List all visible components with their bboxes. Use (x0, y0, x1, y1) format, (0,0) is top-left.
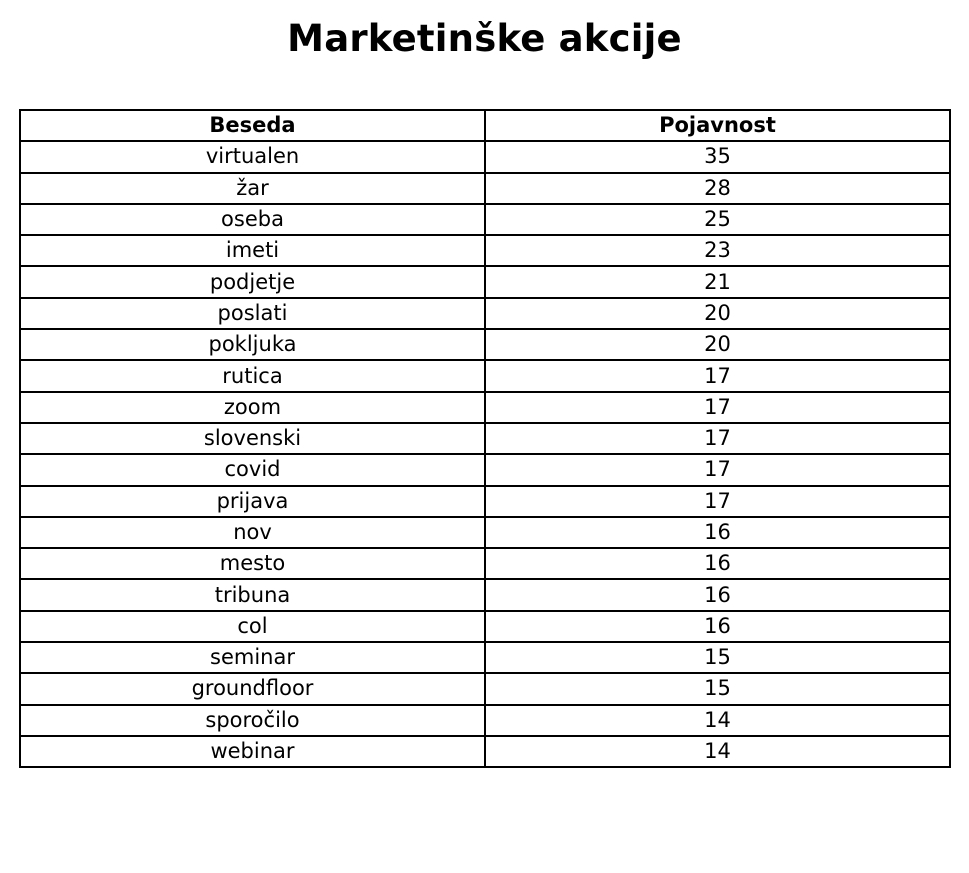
table-row: žar 28 (19, 171, 951, 205)
cell-frequency: 20 (484, 296, 951, 331)
table-row: oseba 25 (19, 202, 951, 237)
cell-frequency: 15 (484, 641, 951, 675)
cell-word: podjetje (19, 265, 486, 299)
cell-frequency: 25 (484, 202, 951, 237)
cell-frequency: 28 (484, 171, 951, 205)
cell-frequency: 15 (484, 672, 951, 706)
cell-frequency: 16 (484, 578, 951, 612)
word-frequency-table: Beseda Pojavnost virtualen 35 žar 28 oseba 25… (19, 108, 951, 769)
table-row: webinar 14 (19, 734, 951, 769)
cell-word: webinar (19, 734, 486, 769)
cell-frequency: 17 (484, 390, 951, 424)
column-header-frequency: Pojavnost (484, 108, 951, 143)
cell-frequency: 35 (484, 140, 951, 174)
cell-word: pokljuka (19, 328, 486, 362)
table-header-row: Beseda Pojavnost (19, 108, 951, 143)
cell-word: groundfloor (19, 672, 486, 706)
cell-word: seminar (19, 641, 486, 675)
cell-word: virtualen (19, 140, 486, 174)
cell-frequency: 17 (484, 484, 951, 518)
table-body: virtualen 35 žar 28 oseba 25 imeti 23 podjetje 21… (19, 140, 951, 769)
table-row: groundfloor 15 (19, 672, 951, 706)
table-row: podjetje 21 (19, 265, 951, 299)
table-row: mesto 16 (19, 547, 951, 581)
cell-frequency: 23 (484, 234, 951, 268)
column-header-word: Beseda (19, 108, 486, 143)
cell-word: rutica (19, 359, 486, 393)
table-row: pokljuka 20 (19, 328, 951, 362)
cell-frequency: 17 (484, 453, 951, 487)
cell-word: tribuna (19, 578, 486, 612)
cell-word: nov (19, 515, 486, 550)
table-row: sporočilo 14 (19, 703, 951, 737)
table-row: slovenski 17 (19, 421, 951, 456)
chart-title: Marketinške akcije (287, 17, 682, 60)
cell-frequency: 21 (484, 265, 951, 299)
cell-word: imeti (19, 234, 486, 268)
cell-frequency: 16 (484, 609, 951, 644)
cell-frequency: 20 (484, 328, 951, 362)
table-row: col 16 (19, 609, 951, 644)
cell-word: oseba (19, 202, 486, 237)
cell-word: prijava (19, 484, 486, 518)
cell-word: col (19, 609, 486, 644)
table-row: imeti 23 (19, 234, 951, 268)
cell-frequency: 14 (484, 703, 951, 737)
cell-word: covid (19, 453, 486, 487)
cell-word: zoom (19, 390, 486, 424)
cell-word: poslati (19, 296, 486, 331)
table-row: seminar 15 (19, 641, 951, 675)
cell-frequency: 16 (484, 515, 951, 550)
data-table-container: Beseda Pojavnost virtualen 35 žar 28 oseba 25… (19, 108, 951, 769)
cell-frequency: 17 (484, 359, 951, 393)
cell-frequency: 14 (484, 734, 951, 769)
table-row: zoom 17 (19, 390, 951, 424)
cell-frequency: 16 (484, 547, 951, 581)
cell-word: slovenski (19, 421, 486, 456)
table-row: nov 16 (19, 515, 951, 550)
cell-word: sporočilo (19, 703, 486, 737)
table-row: tribuna 16 (19, 578, 951, 612)
table-row: prijava 17 (19, 484, 951, 518)
table-row: covid 17 (19, 453, 951, 487)
table-row: virtualen 35 (19, 140, 951, 174)
cell-word: žar (19, 171, 486, 205)
cell-frequency: 17 (484, 421, 951, 456)
table-row: poslati 20 (19, 296, 951, 331)
table-row: rutica 17 (19, 359, 951, 393)
cell-word: mesto (19, 547, 486, 581)
